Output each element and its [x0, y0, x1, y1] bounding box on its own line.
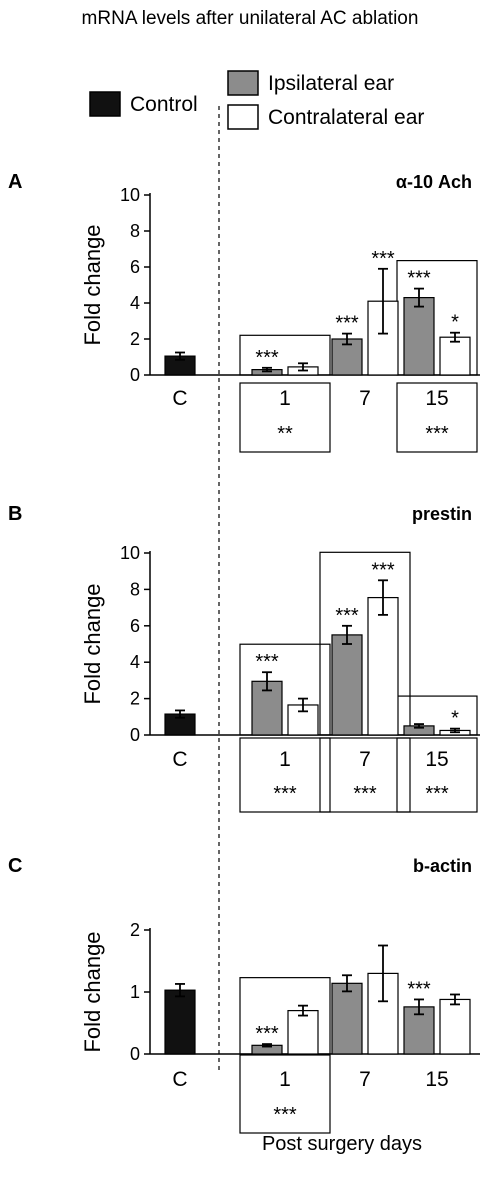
significance-label: *	[451, 312, 459, 334]
panel-title: α-10 Ach	[396, 172, 472, 192]
category-label: 7	[359, 748, 371, 771]
category-label: 1	[279, 1068, 291, 1091]
panel-title: b-actin	[413, 856, 472, 876]
significance-label: ***	[371, 248, 395, 270]
significance-label: ***	[407, 268, 431, 290]
group-significance-box-15	[396, 737, 478, 813]
legend-label-ipsilateral: Ipsilateral ear	[268, 72, 394, 95]
group-significance-label: ***	[353, 783, 377, 805]
significance-label: ***	[335, 313, 359, 335]
x-axis-label: Post surgery days	[262, 1133, 422, 1155]
legend: Ipsilateral ear Control Contralateral ea…	[89, 70, 424, 130]
group-significance-label: **	[277, 423, 293, 445]
significance-label: ***	[371, 559, 395, 581]
panel-label: A	[8, 171, 22, 193]
significance-label: *	[451, 708, 459, 730]
category-label: C	[172, 387, 187, 410]
legend-label-contralateral: Contralateral ear	[268, 106, 424, 129]
category-label: 15	[425, 387, 448, 410]
category-label: 15	[425, 748, 448, 771]
bar-ipsilateral	[403, 297, 435, 376]
y-tick-label: 2	[130, 689, 140, 709]
significance-label: ***	[255, 347, 279, 369]
significance-label: ***	[255, 651, 279, 673]
category-label: C	[172, 748, 187, 771]
bar-contralateral	[287, 704, 319, 736]
significance-label: ***	[407, 978, 431, 1000]
panel-title: prestin	[412, 504, 472, 524]
y-tick-label: 4	[130, 652, 140, 672]
group-box-1	[239, 977, 331, 1055]
bar-contralateral	[287, 1009, 319, 1055]
group-box-1	[239, 643, 331, 736]
y-tick-label: 10	[120, 185, 140, 205]
legend-swatch-control	[89, 91, 121, 117]
category-label: 7	[359, 1068, 371, 1091]
y-tick-label: 2	[130, 329, 140, 349]
group-box-1	[239, 334, 331, 376]
bar-contralateral	[439, 998, 471, 1055]
y-tick-label: 1	[130, 982, 140, 1002]
category-label: C	[172, 1068, 187, 1091]
category-label: 1	[279, 748, 291, 771]
y-tick-label: 0	[130, 1044, 140, 1064]
bar-ipsilateral	[331, 982, 363, 1055]
group-significance-box-15	[396, 382, 478, 453]
bar-contralateral	[439, 336, 471, 376]
y-tick-label: 8	[130, 221, 140, 241]
group-significance-box-1	[239, 737, 331, 813]
group-significance-box-7	[319, 737, 411, 813]
group-box-7	[319, 551, 411, 736]
significance-label: ***	[255, 1023, 279, 1045]
y-axis-label: Fold change	[80, 224, 105, 345]
legend-swatch-contralateral	[227, 104, 259, 130]
y-tick-label: 6	[130, 616, 140, 636]
figure-title: mRNA levels after unilateral AC ablation	[82, 8, 419, 29]
group-significance-label: ***	[273, 783, 297, 805]
bar-control	[164, 989, 196, 1055]
category-label: 1	[279, 387, 291, 410]
y-axis-label: Fold change	[80, 931, 105, 1052]
y-tick-label: 2	[130, 920, 140, 940]
panel-label: C	[8, 855, 22, 877]
bar-ipsilateral	[331, 634, 363, 736]
category-label: 15	[425, 1068, 448, 1091]
y-tick-label: 10	[120, 543, 140, 563]
group-significance-label: ***	[425, 423, 449, 445]
legend-label-control: Control	[130, 93, 198, 116]
panel-label: B	[8, 503, 22, 525]
y-tick-label: 0	[130, 725, 140, 745]
group-significance-box-1	[239, 1054, 331, 1134]
bar-contralateral	[367, 596, 399, 736]
y-tick-label: 4	[130, 293, 140, 313]
y-tick-label: 6	[130, 257, 140, 277]
y-tick-label: 8	[130, 579, 140, 599]
group-significance-label: ***	[425, 783, 449, 805]
y-tick-label: 0	[130, 365, 140, 385]
category-label: 7	[359, 387, 371, 410]
group-significance-box-1	[239, 382, 331, 453]
group-significance-label: ***	[273, 1104, 297, 1126]
y-axis-label: Fold change	[80, 583, 105, 704]
significance-label: ***	[335, 605, 359, 627]
legend-swatch-ipsilateral	[227, 70, 259, 96]
